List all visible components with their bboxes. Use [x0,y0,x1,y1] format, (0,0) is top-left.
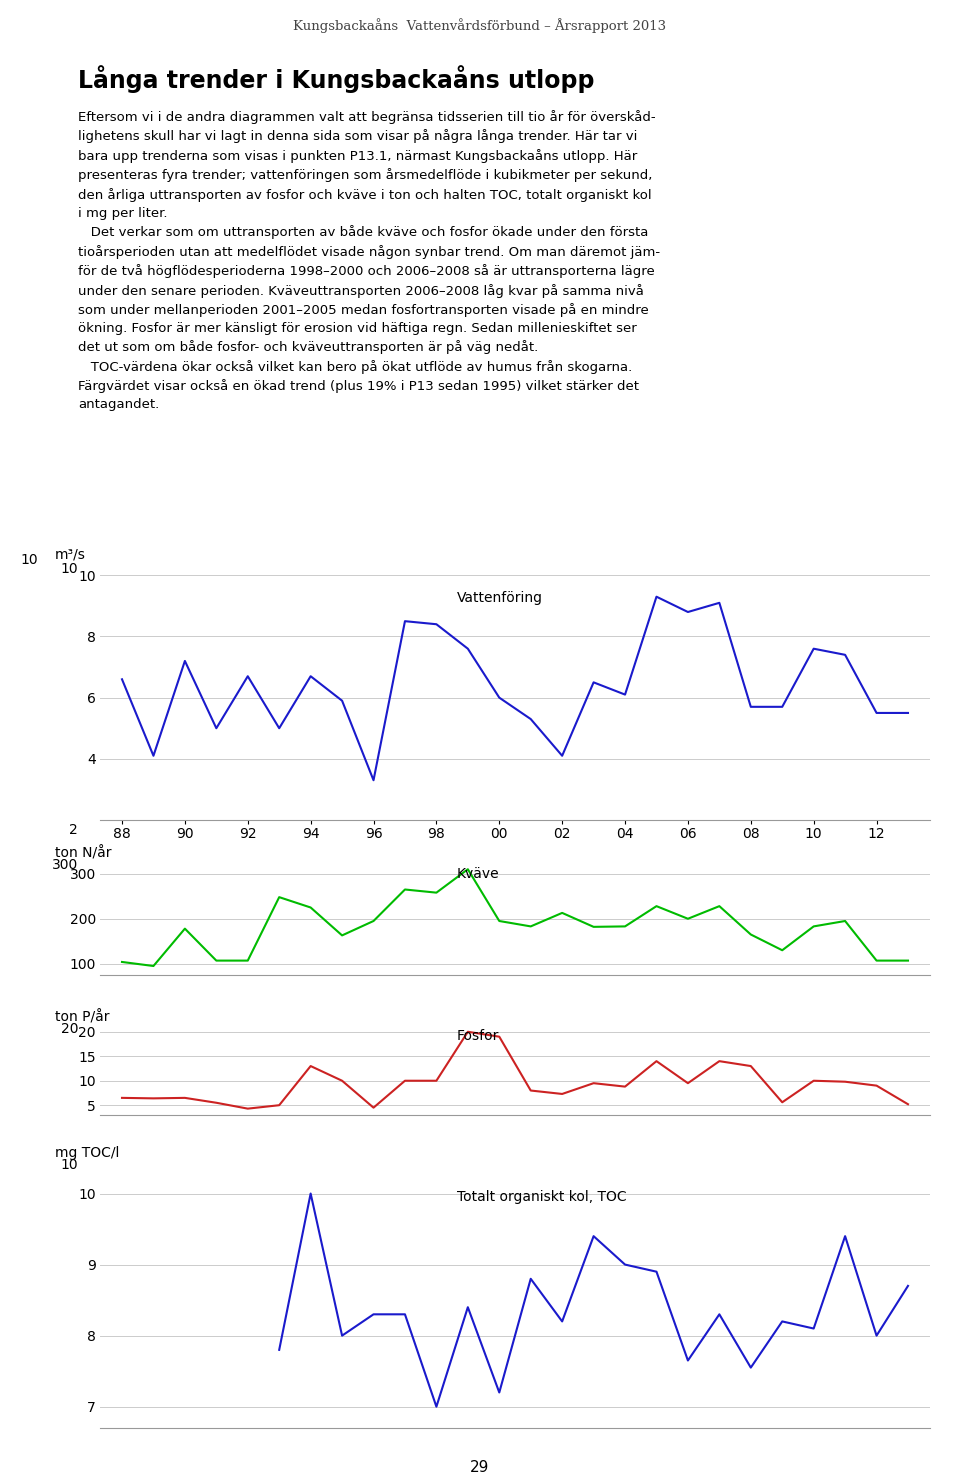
Text: ton N/år: ton N/år [55,846,111,861]
Text: Kväve: Kväve [457,867,499,882]
Text: ton P/år: ton P/år [55,1010,109,1025]
Text: 300: 300 [52,858,78,871]
Text: Vattenföring: Vattenföring [457,591,543,606]
Text: Långa trender i Kungsbackaåns utlopp: Långa trender i Kungsbackaåns utlopp [78,65,594,93]
Text: 10: 10 [60,563,78,576]
Text: m³/s: m³/s [55,548,85,563]
Text: 10: 10 [60,1158,78,1173]
Text: 2: 2 [69,823,78,837]
Text: Totalt organiskt kol, TOC: Totalt organiskt kol, TOC [457,1190,627,1204]
Text: Eftersom vi i de andra diagrammen valt att begränsa tidsserien till tio år för ö: Eftersom vi i de andra diagrammen valt a… [78,109,660,412]
Text: Kungsbackaåns  Vattenvårdsförbund – Årsrapport 2013: Kungsbackaåns Vattenvårdsförbund – Årsra… [294,18,666,32]
Text: 20: 20 [60,1022,78,1035]
Text: 29: 29 [470,1459,490,1476]
Text: mg TOC/l: mg TOC/l [55,1146,119,1159]
Text: 10: 10 [20,552,37,567]
Text: Fosfor: Fosfor [457,1029,499,1043]
